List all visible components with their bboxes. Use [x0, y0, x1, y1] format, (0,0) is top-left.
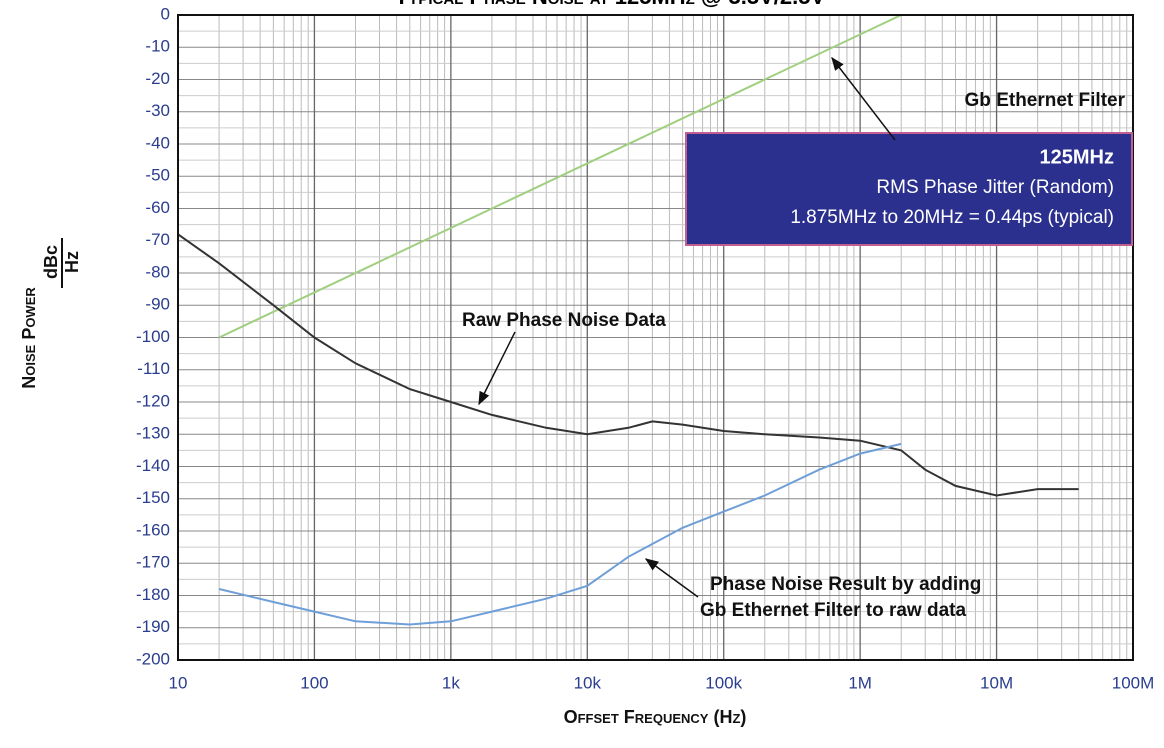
y-tick-label: -150 [136, 488, 170, 507]
y-tick-label: -180 [136, 585, 170, 604]
y-tick-label: -40 [145, 133, 170, 152]
y-tick-label: -60 [145, 198, 170, 217]
y-tick-label: -70 [145, 230, 170, 249]
y-tick-label: -120 [136, 391, 170, 410]
info-title: 125MHz [1040, 146, 1114, 168]
series-line [218, 442, 902, 626]
y-unit-den: Hz [62, 251, 82, 273]
y-tick-label: -190 [136, 617, 170, 636]
info-box [685, 132, 1133, 246]
info-text: RMS Phase Jitter (Random) [876, 177, 1114, 198]
y-tick-label: -130 [136, 424, 170, 443]
annotation: Raw Phase Noise Data [462, 310, 666, 331]
series-line [177, 233, 1079, 497]
y-tick-label: -200 [136, 649, 170, 668]
x-tick-label: 10k [574, 673, 602, 692]
x-tick-label: 100M [1112, 673, 1155, 692]
y-tick-label: -110 [137, 359, 170, 378]
y-tick-label: -50 [145, 166, 170, 185]
plot-frame [177, 14, 1134, 661]
y-tick-label: -10 [145, 37, 170, 56]
arrow [831, 56, 896, 141]
x-tick-label: 1M [848, 673, 872, 692]
x-tick-label: 10 [169, 673, 188, 692]
y-tick-label: -170 [136, 553, 170, 572]
y-tick-label: -80 [145, 262, 170, 281]
x-tick-label: 100k [705, 673, 742, 692]
x-axis-label: Offset Frequency (Hz) [564, 707, 747, 727]
info-text: 1.875MHz to 20MHz = 0.44ps (typical) [790, 207, 1114, 228]
annotation: Gb Ethernet Filter [965, 90, 1126, 111]
y-tick-label: -30 [145, 101, 170, 120]
y-tick-label: -90 [145, 295, 170, 314]
chart-title: Typical Phase Noise at 125MHz @ 3.3V/2.5… [395, 0, 826, 9]
y-tick-label: -140 [136, 456, 170, 475]
y-tick-label: 0 [161, 4, 170, 23]
y-tick-label: -160 [136, 520, 170, 539]
arrow [644, 558, 699, 598]
x-tick-label: 10M [980, 673, 1013, 692]
y-axis-label: Noise Power [19, 287, 39, 389]
annotation: Gb Ethernet Filter to raw data [700, 600, 966, 621]
arrow [478, 331, 516, 406]
y-tick-label: -100 [136, 327, 170, 346]
x-tick-label: 1k [442, 673, 460, 692]
x-tick-label: 100 [300, 673, 328, 692]
annotation: Phase Noise Result by adding [710, 574, 981, 595]
y-tick-label: -20 [145, 69, 170, 88]
y-unit-num: dBc [41, 245, 61, 279]
